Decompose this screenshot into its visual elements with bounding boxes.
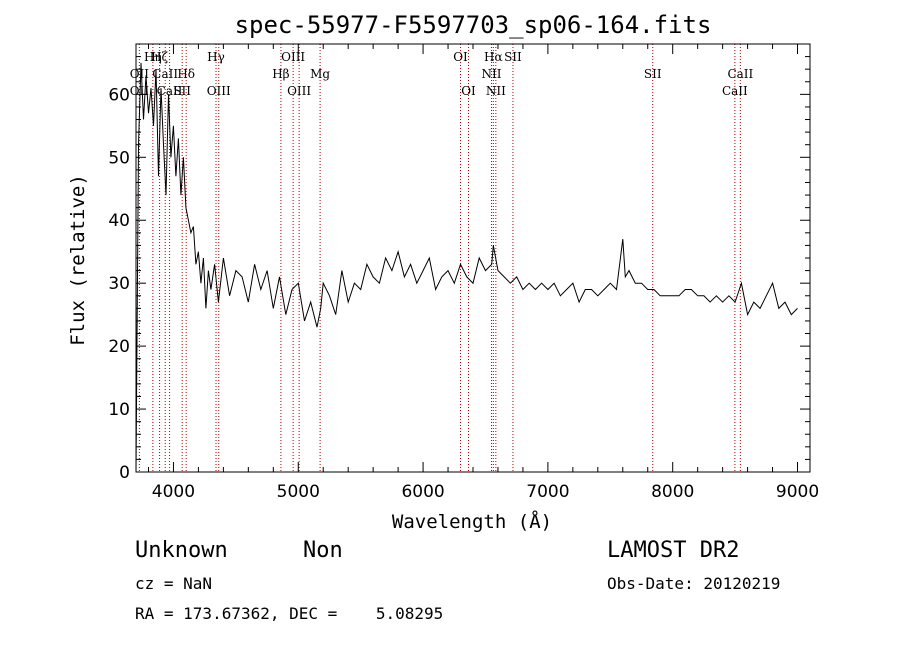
spectral-line-label: CaII bbox=[722, 84, 748, 98]
spectral-line-label: OIII bbox=[281, 50, 305, 64]
x-axis-label: Wavelength (Å) bbox=[392, 510, 552, 533]
y-tick-label: 30 bbox=[108, 274, 130, 294]
flux-series-line bbox=[135, 62, 798, 473]
y-tick-label: 20 bbox=[108, 337, 130, 357]
spectral-line-label: Mg bbox=[310, 67, 330, 81]
object-subclass: Non bbox=[303, 538, 343, 563]
y-tick-label: 40 bbox=[108, 211, 130, 231]
spectral-line-label: Hγ bbox=[207, 50, 225, 64]
x-tick-label: 9000 bbox=[776, 482, 819, 502]
object-class: Unknown bbox=[135, 538, 228, 563]
spectral-line-label: NII bbox=[481, 67, 501, 81]
redshift-value: cz = NaN bbox=[135, 574, 213, 593]
spectral-line-label: OI bbox=[453, 50, 468, 64]
coordinates: RA = 173.67362, DEC = 5.08295 bbox=[135, 604, 444, 623]
spectral-line-label: SII bbox=[504, 50, 522, 64]
x-tick-label: 8000 bbox=[651, 482, 694, 502]
y-tick-label: 0 bbox=[119, 463, 130, 483]
x-tick-label: 7000 bbox=[526, 482, 569, 502]
spectral-line-label: SII bbox=[173, 84, 191, 98]
x-axis-ticks: 4000 5000 6000 7000 8000 9000 bbox=[147, 44, 819, 502]
y-tick-label: 10 bbox=[108, 400, 130, 420]
spectral-line-label: Hα bbox=[484, 50, 503, 64]
spectral-line-label: NII bbox=[486, 84, 506, 98]
spectral-line-label: OIII bbox=[207, 84, 231, 98]
x-tick-label: 4000 bbox=[152, 482, 195, 502]
plot-frame bbox=[135, 43, 811, 473]
spectral-line-label: OII bbox=[130, 67, 150, 81]
spectral-line-labels: OIIOIIHηHζCaIICaIIHδSIIHγOIIIHβOIIIOIIIM… bbox=[130, 50, 754, 98]
spectral-line-label: Hβ bbox=[272, 67, 289, 81]
spectral-line-label: CaII bbox=[152, 67, 178, 81]
observation-date: Obs-Date: 20120219 bbox=[607, 574, 781, 593]
spectral-line-label: Hη bbox=[144, 50, 162, 64]
survey-name: LAMOST DR2 bbox=[607, 538, 740, 563]
spectral-line-label: OI bbox=[461, 84, 476, 98]
spectral-line-label: Hζ bbox=[151, 50, 168, 64]
chart-title: spec-55977-F5597703_sp06-164.fits bbox=[235, 11, 712, 39]
y-axis-ticks: 0 10 20 30 40 50 60 bbox=[108, 56, 810, 483]
y-tick-label: 50 bbox=[108, 148, 130, 168]
y-axis-label: Flux (relative) bbox=[67, 174, 89, 346]
spectral-line-label: SII bbox=[644, 67, 662, 81]
spectral-line-label: OIII bbox=[287, 84, 311, 98]
y-tick-label: 60 bbox=[108, 85, 130, 105]
spectral-line-label: Hδ bbox=[177, 67, 195, 81]
spectral-line-markers bbox=[138, 44, 741, 472]
spectral-line-label: CaII bbox=[727, 67, 753, 81]
x-tick-label: 6000 bbox=[401, 482, 444, 502]
spectral-line-label: CaII bbox=[157, 84, 183, 98]
x-tick-label: 5000 bbox=[277, 482, 320, 502]
